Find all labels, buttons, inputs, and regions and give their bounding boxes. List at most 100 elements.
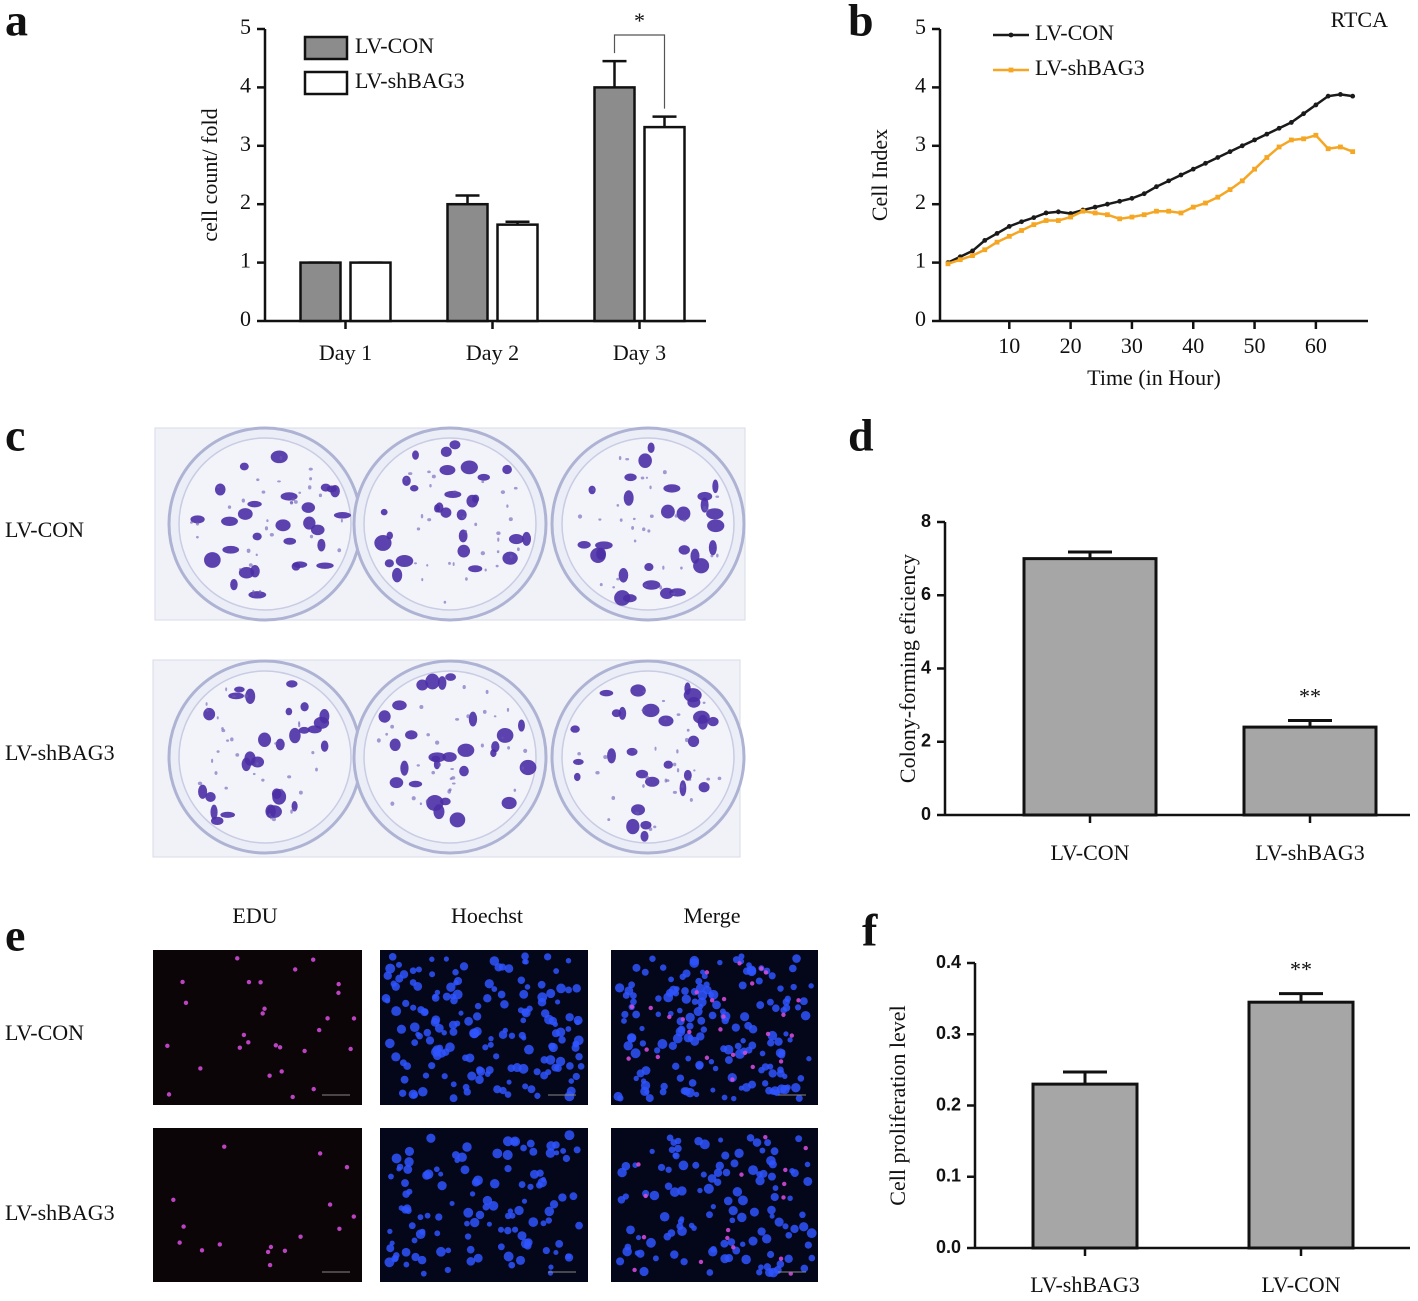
nucleus	[712, 1065, 719, 1072]
colony	[235, 753, 240, 757]
nucleus	[773, 1089, 781, 1096]
nucleus	[758, 1066, 765, 1074]
nucleus	[504, 1164, 512, 1173]
y-tick-label: 0	[915, 306, 926, 331]
nucleus	[575, 1221, 583, 1230]
nucleus	[521, 952, 529, 961]
colony	[683, 688, 702, 703]
colony	[269, 533, 274, 537]
colony	[224, 786, 228, 790]
nucleus	[632, 963, 641, 972]
colony	[425, 799, 428, 804]
colony	[252, 532, 262, 541]
point	[1129, 214, 1135, 220]
edu-nucleus	[737, 961, 742, 966]
colony	[408, 780, 423, 788]
edu-nucleus	[644, 1047, 649, 1052]
nucleus	[469, 1191, 476, 1197]
colony	[513, 486, 518, 490]
colony	[196, 535, 199, 539]
nucleus	[523, 959, 529, 965]
nucleus	[472, 1012, 482, 1021]
colony	[715, 495, 720, 498]
colony	[522, 531, 532, 546]
nucleus	[740, 1038, 746, 1044]
nucleus	[446, 982, 456, 992]
edu-nucleus	[262, 1006, 267, 1011]
nucleus	[524, 1044, 534, 1055]
nucleus	[433, 1166, 440, 1173]
nucleus	[792, 954, 801, 963]
nucleus	[672, 1152, 678, 1158]
y-tick-label: 0.3	[936, 1023, 961, 1043]
colony	[670, 592, 676, 595]
nucleus	[454, 976, 463, 985]
point	[1178, 172, 1184, 178]
nucleus	[467, 1071, 477, 1081]
point	[1190, 204, 1196, 210]
nucleus	[800, 1264, 809, 1273]
y-tick-label: 5	[240, 14, 251, 39]
colony	[607, 818, 611, 822]
colony	[449, 777, 453, 781]
edu-nucleus	[632, 1267, 637, 1273]
nucleus	[749, 1207, 759, 1217]
x-tick-label: 10	[998, 333, 1020, 358]
edu-nucleus	[351, 1016, 357, 1021]
nucleus	[553, 1249, 559, 1256]
nucleus	[708, 1247, 718, 1257]
colony	[642, 580, 661, 590]
edu-nucleus	[796, 998, 801, 1003]
nucleus	[721, 1151, 730, 1160]
row-label: LV-shBAG3	[5, 1200, 115, 1225]
colony	[317, 538, 326, 552]
nucleus	[417, 1214, 424, 1221]
colony	[420, 514, 424, 519]
nucleus	[732, 956, 740, 964]
nucleus	[408, 1089, 418, 1099]
nucleus	[551, 1063, 560, 1072]
colony	[679, 780, 687, 797]
colony	[698, 782, 710, 793]
colony	[289, 727, 301, 744]
nucleus	[710, 1087, 716, 1093]
nucleus	[670, 1250, 679, 1259]
point	[1154, 184, 1159, 190]
colony	[226, 739, 230, 742]
nucleus	[566, 1062, 574, 1070]
edu-nucleus	[778, 1256, 784, 1261]
colony	[439, 464, 456, 476]
colony	[640, 476, 645, 480]
nucleus	[613, 1091, 623, 1102]
panel-letter: c	[5, 410, 25, 461]
colony	[632, 517, 636, 521]
nucleus	[742, 1082, 751, 1092]
colony	[402, 475, 411, 486]
nucleus	[463, 1207, 474, 1218]
edu-nucleus	[687, 1029, 692, 1035]
colony	[413, 562, 417, 565]
colony	[456, 509, 467, 521]
colony	[633, 749, 637, 752]
colony	[245, 688, 256, 704]
colony	[395, 555, 414, 568]
nucleus	[420, 1270, 427, 1277]
nucleus	[641, 968, 649, 976]
nucleus	[476, 1067, 486, 1076]
nucleus	[555, 1239, 564, 1248]
nucleus	[388, 953, 397, 961]
nucleus	[768, 1069, 777, 1078]
edu-nucleus	[351, 1214, 356, 1219]
nucleus	[721, 1094, 728, 1101]
colony	[434, 740, 440, 745]
colony	[283, 537, 297, 545]
nucleus	[621, 1018, 627, 1024]
nucleus	[533, 1068, 541, 1076]
colony	[626, 747, 638, 756]
nucleus	[502, 1150, 513, 1161]
colony	[686, 728, 690, 732]
nucleus	[767, 1172, 776, 1181]
colony	[216, 750, 220, 753]
colony	[389, 777, 404, 789]
